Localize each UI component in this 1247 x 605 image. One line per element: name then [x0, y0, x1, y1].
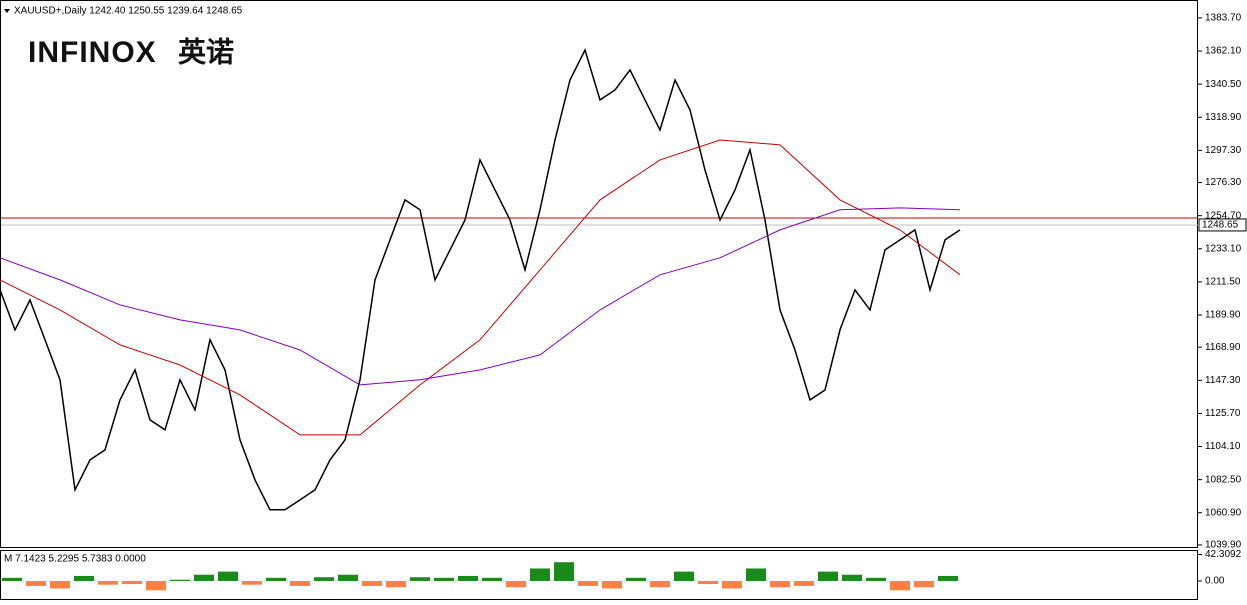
y-tick-label: 1254.70	[1205, 210, 1242, 221]
histogram-bar	[242, 580, 262, 585]
histogram-bar	[98, 580, 118, 585]
histogram-bar	[650, 580, 670, 588]
histogram-bar	[578, 580, 598, 586]
y-tick-label: 1362.10	[1205, 46, 1242, 57]
histogram-bar	[434, 577, 454, 581]
histogram-bar	[362, 580, 382, 586]
histogram-bar	[506, 580, 526, 588]
y-tick-label: 1233.10	[1205, 243, 1242, 254]
histogram-bar	[770, 580, 790, 588]
histogram-bar	[74, 575, 94, 581]
histogram-bar	[314, 577, 334, 581]
histogram-bar	[890, 580, 910, 591]
histogram-bar	[338, 574, 358, 581]
y-tick-label: 1168.90	[1205, 342, 1241, 353]
y-tick-label: 1147.30	[1205, 375, 1241, 386]
y-tick-label: 1340.50	[1205, 79, 1242, 90]
histogram-bar	[698, 580, 718, 585]
histogram-bar	[746, 568, 766, 581]
histogram-bar	[26, 580, 46, 586]
y-tick-label: 1125.70	[1205, 408, 1241, 419]
main-panel	[0, 0, 1198, 548]
logo: INFINOX	[28, 36, 157, 69]
histogram-bar	[554, 562, 574, 581]
histogram-bar	[218, 571, 238, 581]
histogram-bar	[482, 577, 502, 581]
histogram-bar	[914, 580, 934, 588]
histogram-bar	[266, 577, 286, 581]
current-price-label: 1248.65	[1202, 220, 1239, 231]
series-line	[0, 47, 961, 511]
histogram-bar	[866, 577, 886, 581]
histogram-bar	[602, 580, 622, 589]
y-tick-label: 1104.10	[1205, 441, 1241, 452]
histogram-bar	[194, 574, 214, 581]
header: XAUUSD+,Daily 1242.40 1250.55 1239.64 12…	[14, 6, 243, 17]
histogram-bar	[146, 580, 166, 591]
y-tick-label: 1383.70	[1205, 13, 1242, 24]
series-line	[0, 139, 961, 436]
y-tick-label: 1318.90	[1205, 112, 1242, 123]
y-tick-label: 1060.90	[1205, 507, 1242, 518]
histogram-bar	[530, 568, 550, 581]
series-line	[0, 207, 961, 386]
histogram-bar	[938, 575, 958, 581]
y-tick-label: 42.3092	[1205, 549, 1242, 560]
histogram-bar	[386, 580, 406, 588]
histogram-bar	[2, 577, 22, 581]
histogram-bar	[626, 577, 646, 581]
histogram-bar	[794, 580, 814, 586]
histogram-bar	[818, 571, 838, 581]
logo-cn: 英诺	[178, 36, 234, 67]
y-tick-label: 1297.30	[1205, 145, 1242, 156]
histogram-bar	[410, 577, 430, 581]
menu-arrow	[4, 9, 10, 13]
histogram-bar	[842, 574, 862, 581]
histogram-bar	[170, 579, 190, 581]
indicator-title: M 7.1423 5.2295 5.7383 0.0000	[4, 554, 146, 565]
y-tick-label: 1276.30	[1205, 177, 1242, 188]
histogram-bar	[458, 575, 478, 581]
y-tick-label: 1189.90	[1205, 310, 1241, 321]
histogram-bar	[674, 571, 694, 581]
histogram-bar	[122, 580, 142, 585]
indicator-panel	[0, 550, 1198, 600]
y-tick-label: 1082.50	[1205, 474, 1242, 485]
histogram-bar	[290, 580, 310, 586]
current-price-box	[1198, 218, 1247, 232]
histogram-bar	[50, 580, 70, 589]
y-tick-label: 1039.90	[1205, 540, 1242, 551]
y-tick-label: 0.00	[1205, 576, 1225, 587]
histogram-bar	[722, 580, 742, 589]
y-tick-label: 1211.50	[1205, 277, 1241, 288]
